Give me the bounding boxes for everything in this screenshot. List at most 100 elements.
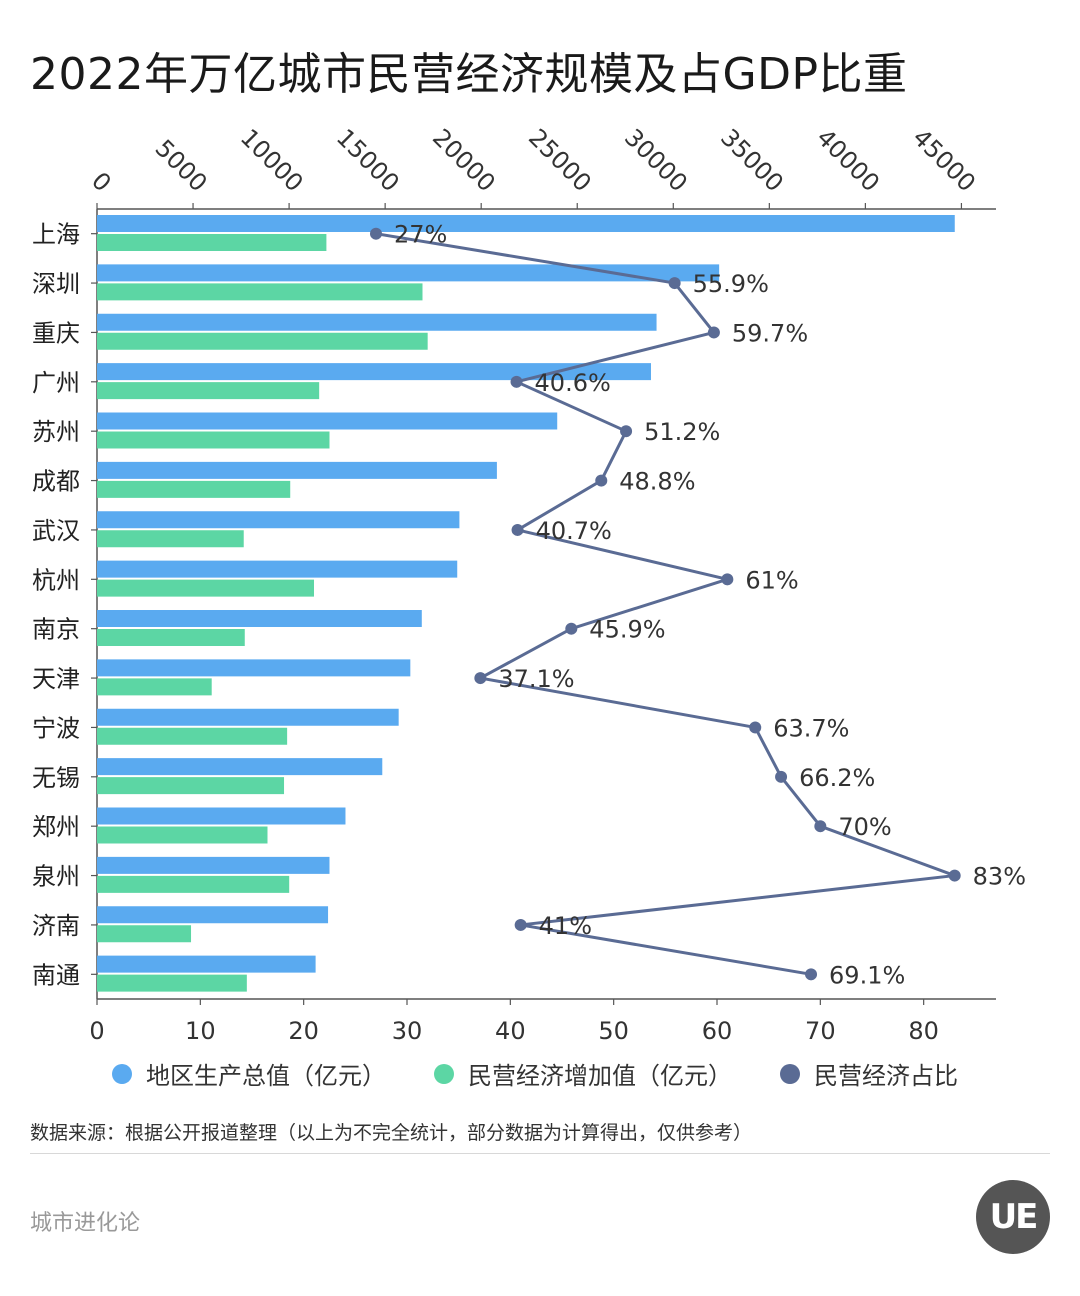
top-axis-tick-label: 40000 bbox=[811, 123, 885, 197]
bar-gdp bbox=[97, 807, 346, 825]
bar-private-value bbox=[97, 826, 268, 844]
top-axis-tick-label: 20000 bbox=[427, 123, 501, 197]
bar-private-value bbox=[97, 234, 327, 251]
share-data-label: 51.2% bbox=[644, 418, 720, 446]
legend-item-gdp[interactable]: 地区生产总值（亿元） bbox=[112, 1056, 386, 1091]
bar-gdp bbox=[97, 659, 411, 677]
share-point bbox=[510, 375, 523, 388]
category-label: 无锡 bbox=[32, 764, 80, 792]
bar-gdp bbox=[97, 708, 399, 726]
legend-marker-private-value bbox=[434, 1063, 454, 1084]
legend-label-private-value: 民营经济增加值（亿元） bbox=[468, 1062, 732, 1090]
bar-gdp bbox=[97, 215, 955, 232]
bottom-axis-tick-label: 70 bbox=[805, 1017, 836, 1045]
share-data-label: 55.9% bbox=[693, 270, 769, 298]
share-point bbox=[948, 869, 961, 882]
bar-private-value bbox=[97, 875, 290, 893]
legend-item-private-value[interactable]: 民营经济增加值（亿元） bbox=[434, 1056, 732, 1091]
category-label: 天津 bbox=[32, 665, 80, 693]
category-label: 成都 bbox=[32, 468, 80, 496]
category-label: 济南 bbox=[32, 912, 80, 940]
bottom-axis-tick-label: 20 bbox=[288, 1017, 319, 1045]
category-label: 郑州 bbox=[32, 813, 80, 841]
bar-gdp bbox=[97, 511, 460, 529]
share-data-label: 66.2% bbox=[799, 764, 875, 792]
share-data-label: 83% bbox=[973, 863, 1026, 891]
data-source-note: 数据来源：根据公开报道整理（以上为不完全统计，部分数据为计算得出，仅供参考） bbox=[30, 1122, 753, 1144]
top-axis-tick-label: 35000 bbox=[715, 123, 789, 197]
legend-label-gdp: 地区生产总值（亿元） bbox=[146, 1062, 386, 1090]
legend-label-share: 民营经济占比 bbox=[814, 1062, 958, 1090]
category-label: 杭州 bbox=[32, 566, 80, 594]
top-axis-tick-label: 25000 bbox=[523, 123, 597, 197]
category-label: 武汉 bbox=[32, 517, 80, 545]
legend-item-share[interactable]: 民营经济占比 bbox=[780, 1056, 958, 1091]
bottom-axis-tick-label: 10 bbox=[185, 1017, 216, 1045]
bar-private-value bbox=[97, 530, 244, 548]
bottom-axis-tick-label: 40 bbox=[495, 1017, 526, 1045]
share-point bbox=[775, 770, 788, 783]
category-label: 重庆 bbox=[32, 319, 80, 347]
share-point bbox=[749, 721, 762, 734]
share-data-label: 70% bbox=[838, 813, 891, 841]
bar-gdp bbox=[97, 856, 330, 874]
bar-private-value bbox=[97, 283, 423, 301]
bar-private-value bbox=[97, 678, 212, 696]
bar-private-value bbox=[97, 925, 192, 943]
share-point bbox=[370, 227, 382, 240]
chart-title: 2022年万亿城市民营经济规模及占GDP比重 bbox=[30, 49, 908, 100]
share-point bbox=[814, 820, 827, 833]
bar-private-value bbox=[97, 480, 291, 498]
share-data-label: 27% bbox=[394, 221, 447, 249]
category-label: 广州 bbox=[32, 369, 80, 397]
bar-private-value bbox=[97, 332, 428, 350]
bar-private-value bbox=[97, 579, 314, 597]
category-label: 上海 bbox=[32, 221, 80, 249]
category-label: 泉州 bbox=[32, 863, 80, 891]
share-data-label: 69.1% bbox=[829, 961, 905, 989]
category-label: 南通 bbox=[32, 961, 80, 989]
bar-gdp bbox=[97, 906, 329, 924]
share-data-label: 63.7% bbox=[773, 714, 849, 742]
legend: 地区生产总值（亿元） 民营经济增加值（亿元） 民营经济占比 bbox=[112, 1056, 958, 1091]
share-point bbox=[474, 672, 487, 685]
category-label: 宁波 bbox=[32, 714, 80, 742]
share-data-label: 37.1% bbox=[498, 665, 574, 693]
bar-private-value bbox=[97, 629, 245, 646]
share-point bbox=[620, 425, 633, 438]
share-point bbox=[707, 326, 720, 339]
legend-marker-gdp bbox=[112, 1063, 132, 1084]
top-axis-tick-label: 5000 bbox=[150, 134, 213, 197]
share-data-label: 40.7% bbox=[536, 517, 612, 545]
bar-private-value bbox=[97, 974, 247, 992]
divider bbox=[30, 1153, 1050, 1154]
category-label: 深圳 bbox=[32, 270, 80, 298]
legend-marker-share bbox=[780, 1063, 800, 1084]
top-axis-tick-label: 45000 bbox=[907, 123, 981, 197]
share-point bbox=[595, 474, 608, 487]
share-point bbox=[805, 968, 818, 981]
bar-private-value bbox=[97, 382, 320, 400]
bar-line-chart: 0 5000 10000 15000 20000 25000 30000 35000 40000… bbox=[32, 123, 1026, 1045]
share-data-label: 48.8% bbox=[619, 468, 695, 496]
share-data-label: 41% bbox=[539, 912, 592, 940]
bar-private-value bbox=[97, 727, 288, 745]
bottom-axis-tick-label: 30 bbox=[392, 1017, 423, 1045]
share-data-label: 45.9% bbox=[589, 616, 665, 644]
bar-gdp bbox=[97, 461, 497, 479]
bar-gdp bbox=[97, 560, 458, 578]
brand-logo: UE bbox=[976, 1180, 1050, 1254]
bar-gdp bbox=[97, 412, 558, 430]
top-axis-tick-label: 10000 bbox=[235, 123, 309, 197]
bottom-axis-tick-label: 60 bbox=[702, 1017, 733, 1045]
category-label: 南京 bbox=[32, 616, 80, 644]
share-point bbox=[721, 573, 734, 586]
bar-private-value bbox=[97, 777, 285, 795]
bar-gdp bbox=[97, 363, 651, 381]
bar-gdp bbox=[97, 313, 657, 331]
bar-gdp bbox=[97, 955, 316, 973]
share-point bbox=[565, 622, 578, 635]
share-line bbox=[375, 232, 957, 976]
share-point bbox=[668, 277, 681, 290]
share-data-label: 59.7% bbox=[732, 319, 808, 347]
